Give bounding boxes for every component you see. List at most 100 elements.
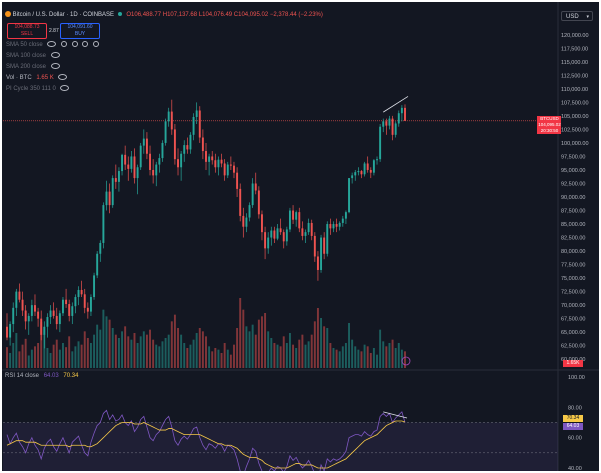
buy-button[interactable]: 104,091.60 BUY: [60, 23, 100, 39]
volume-bar: [173, 314, 176, 368]
rsi-tick-label: 100.00: [568, 375, 585, 381]
volume-bar: [267, 331, 270, 368]
candle-body: [348, 178, 350, 213]
indicator-pi-cycle[interactable]: PI Cycle 350 111 0: [6, 85, 70, 93]
source-code-icon[interactable]: [71, 41, 78, 48]
remove-icon[interactable]: [82, 41, 89, 48]
rsi-header[interactable]: RSI 14 close 64.03 70.34: [5, 372, 78, 380]
rsi-tick-label: 40.00: [568, 466, 582, 471]
candle-body: [372, 160, 375, 173]
price-tick-label: 105,000.00: [561, 114, 589, 120]
candle-body: [211, 156, 214, 161]
candle-body: [397, 113, 400, 124]
candle-body: [217, 159, 220, 168]
volume-bar: [127, 336, 130, 368]
indicator-label: SMA 100 close: [6, 53, 47, 59]
candle-body: [164, 121, 167, 143]
candle-body: [285, 229, 288, 242]
volume-bar: [226, 349, 229, 368]
volume-bar: [133, 333, 136, 368]
volume-bar: [217, 349, 220, 368]
volume-bar: [388, 343, 391, 368]
volume-bar: [177, 328, 179, 368]
indicator-sma200[interactable]: SMA 200 close: [6, 63, 60, 71]
volume-bar: [34, 346, 36, 368]
volume-bar: [86, 338, 89, 368]
volume-bar: [18, 351, 21, 368]
eye-icon[interactable]: [50, 52, 60, 59]
volume-bar: [320, 318, 323, 368]
volume-bar: [301, 334, 304, 368]
indicator-sma100[interactable]: SMA 100 close: [6, 52, 60, 60]
volume-bar: [326, 328, 329, 368]
volume-bar: [83, 331, 86, 368]
volume-bar: [304, 344, 307, 368]
candle-body: [338, 222, 341, 227]
candle-body: [40, 318, 43, 335]
volume-bar: [149, 329, 151, 368]
candle-body: [37, 311, 40, 319]
eye-icon[interactable]: [58, 74, 68, 81]
settings-icon[interactable]: [61, 41, 68, 48]
candle-body: [192, 116, 195, 135]
more-icon[interactable]: [93, 41, 100, 48]
candle-body: [86, 307, 89, 312]
volume-bar: [152, 339, 155, 368]
last-price: 104,095.02: [538, 122, 561, 127]
volume-bar: [376, 354, 378, 368]
price-tick-label: 102,500.00: [561, 127, 589, 133]
indicator-label: PI Cycle 350 111 0: [6, 86, 56, 92]
indicator-volume[interactable]: Vol · BTC 1.65 K: [6, 74, 68, 82]
candle-body: [214, 160, 217, 168]
volume-bar: [21, 344, 24, 368]
volume-bar: [205, 336, 207, 368]
candle-body: [376, 159, 378, 161]
candle-body: [183, 145, 186, 154]
volume-bar: [77, 341, 80, 368]
volume-bar: [201, 331, 204, 368]
candle-body: [363, 163, 366, 175]
candle-body: [111, 178, 114, 206]
volume-bar: [49, 353, 52, 368]
currency-selector[interactable]: USD ▾: [561, 11, 593, 21]
volume-bar: [189, 344, 192, 368]
candle-body: [58, 313, 61, 325]
symbol-header: Bitcoin / U.S. Dollar · 1D · COINBASE O1…: [5, 11, 323, 19]
volume-bar: [93, 334, 96, 368]
countdown: 20:30:50: [540, 128, 559, 133]
candle-body: [198, 110, 201, 138]
candle-body: [130, 156, 133, 169]
candle-body: [62, 299, 64, 314]
volume-bar: [111, 328, 114, 368]
volume-bar: [223, 343, 226, 368]
volume-bar: [282, 336, 285, 368]
indicator-sma50[interactable]: SMA 50 close: [6, 41, 100, 49]
volume-bar: [186, 348, 189, 368]
candle-body: [382, 121, 385, 127]
price-tick-label: 70,000.00: [561, 303, 585, 309]
volume-bar: [292, 344, 295, 368]
sell-button[interactable]: 104,088.73 SELL: [7, 23, 47, 39]
eye-icon[interactable]: [50, 63, 60, 70]
volume-bar: [108, 319, 111, 368]
rsi-tick-label: 60.00: [568, 436, 582, 442]
candle-body: [400, 107, 403, 114]
candle-body: [167, 111, 170, 122]
volume-bar: [121, 331, 124, 368]
volume-bar: [142, 331, 145, 368]
rsi-line: [6, 409, 406, 471]
candle-body: [301, 228, 304, 236]
symbol-title[interactable]: Bitcoin / U.S. Dollar · 1D · COINBASE: [12, 12, 115, 18]
volume-bar: [332, 348, 335, 368]
eye-icon[interactable]: [47, 41, 57, 48]
price-tick-label: 90,000.00: [561, 195, 585, 201]
volume-bar: [117, 338, 120, 368]
candle-body: [261, 214, 263, 233]
volume-bar: [338, 351, 341, 368]
volume-bar: [264, 313, 267, 368]
eye-icon[interactable]: [60, 85, 70, 92]
volume-bar: [248, 331, 251, 368]
volume-bar: [233, 344, 235, 368]
